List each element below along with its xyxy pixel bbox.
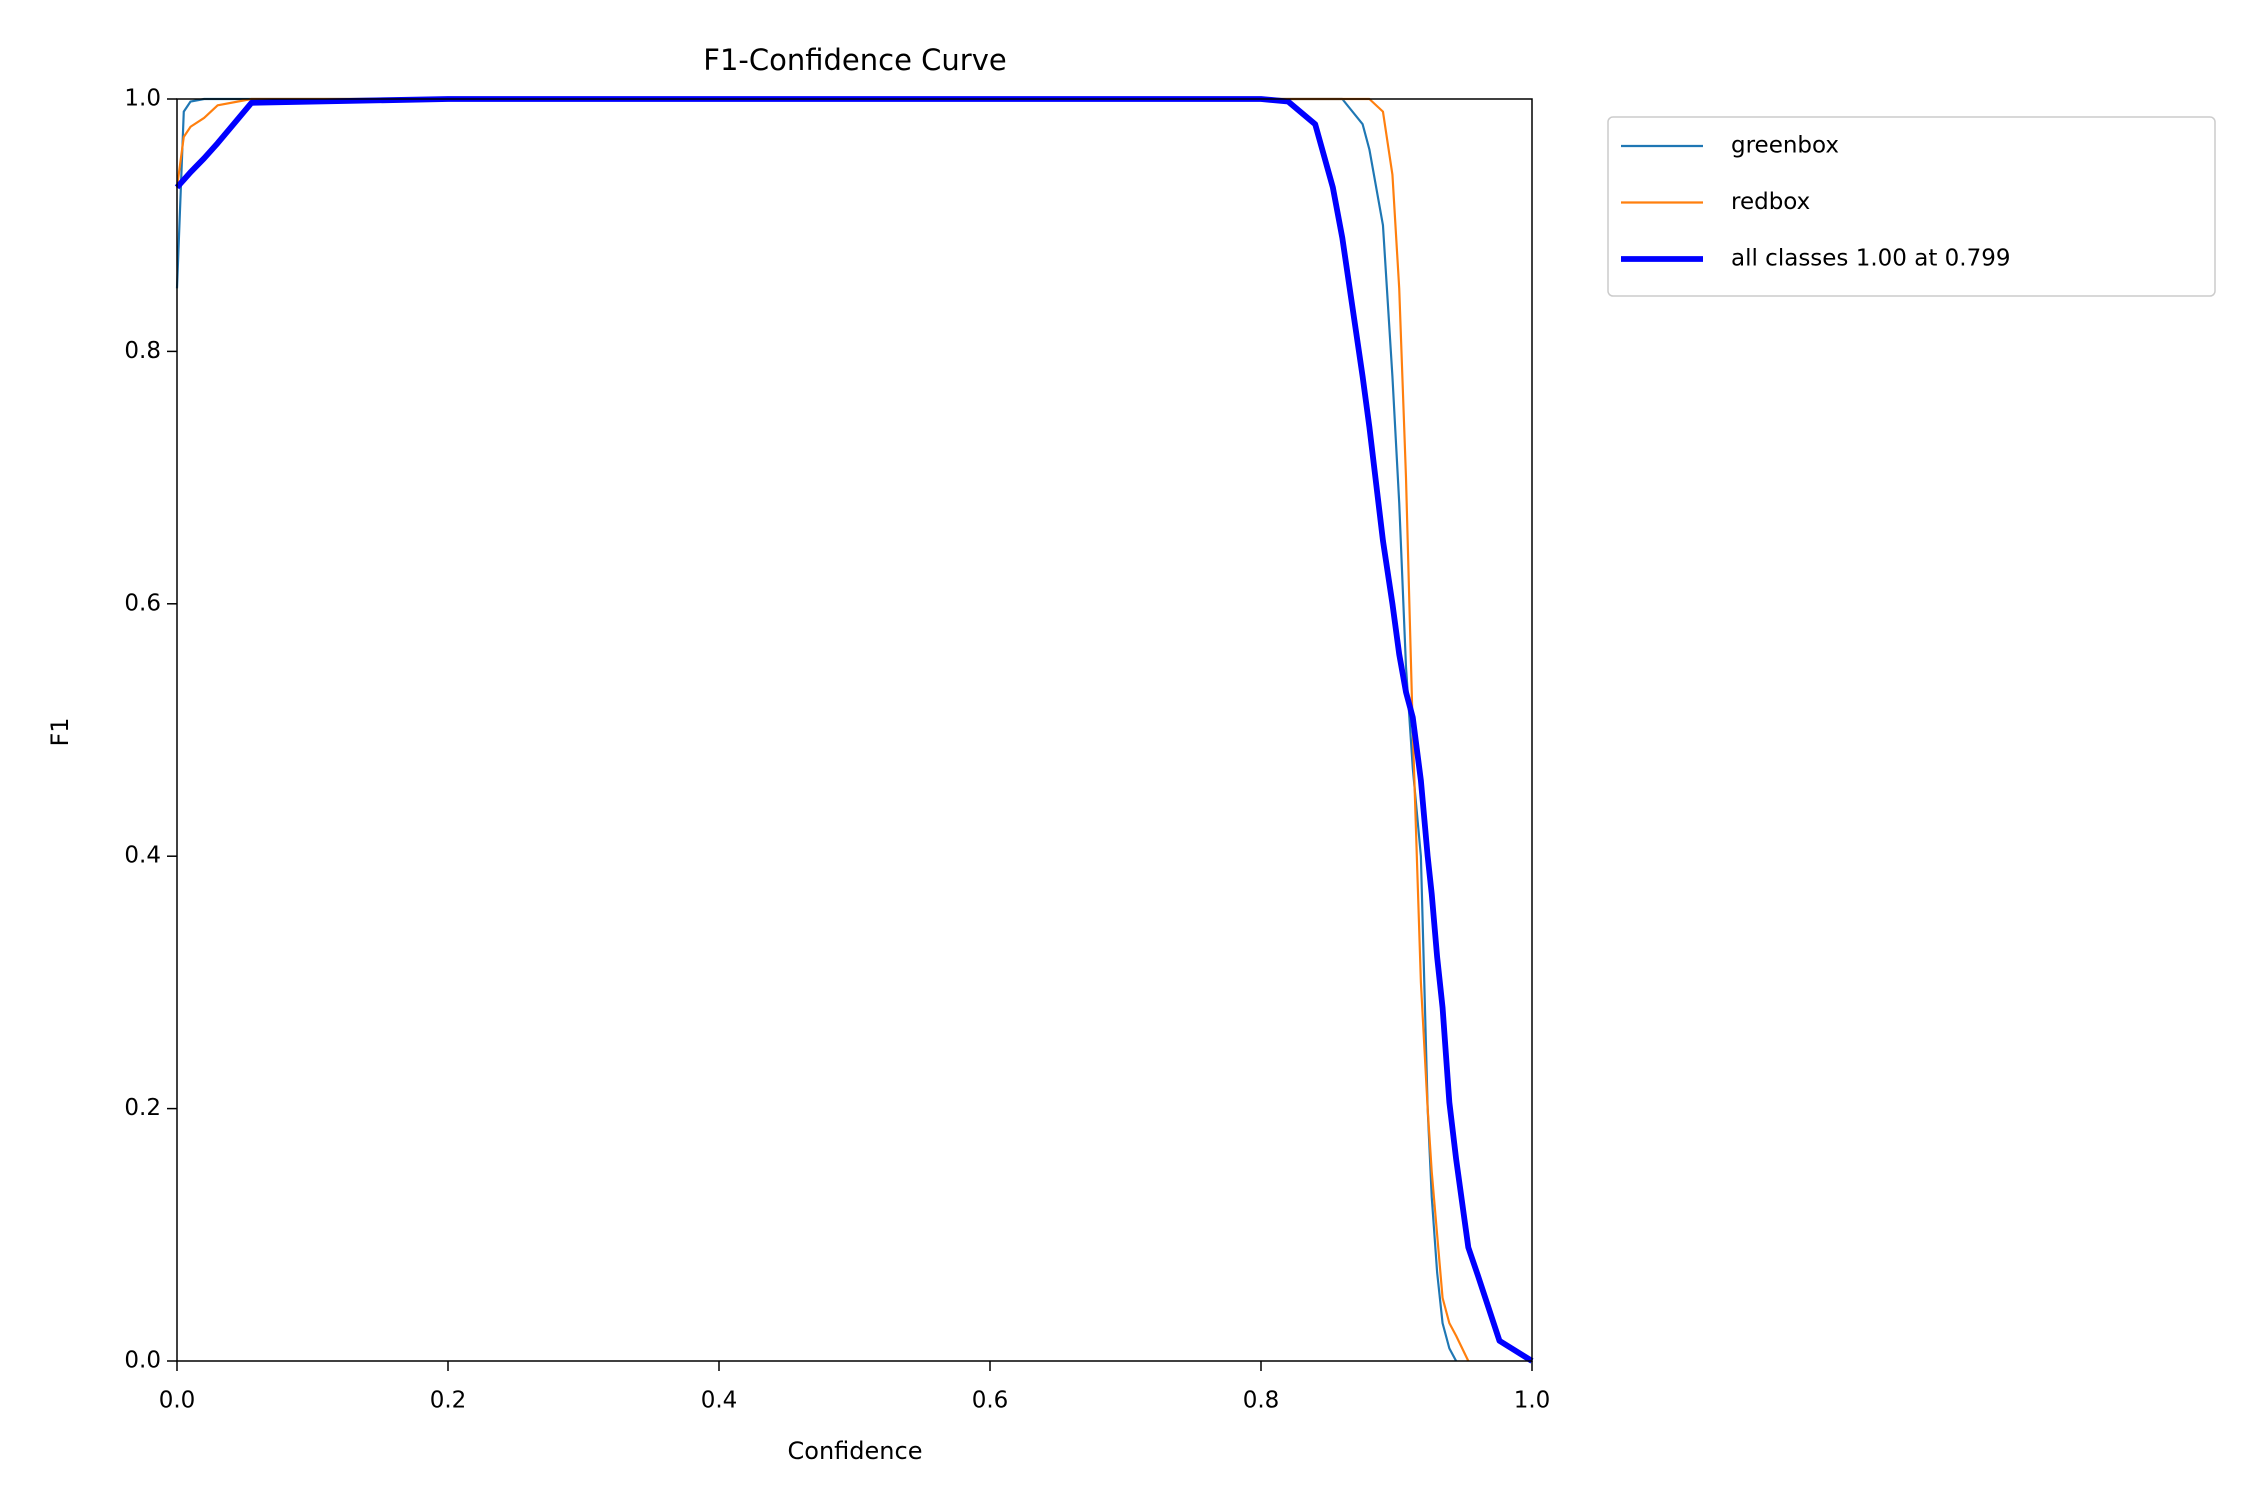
axes-frame (176, 98, 1533, 1362)
x-tick-label: 0.6 (972, 1388, 1009, 1414)
legend-box (1607, 116, 2216, 297)
legend-label: greenbox (1731, 133, 1839, 159)
legend-label: redbox (1731, 189, 1810, 215)
x-tick-label: 0.2 (430, 1388, 467, 1414)
legend: greenbox redbox all classes 1.00 at 0.799 (1607, 116, 2216, 297)
x-tick-label: 0.4 (701, 1388, 738, 1414)
y-tick-label: 0.0 (124, 1348, 161, 1374)
chart-title: F1-Confidence Curve (703, 43, 1006, 77)
x-tick-label: 1.0 (1514, 1388, 1551, 1414)
legend-label: all classes 1.00 at 0.799 (1731, 246, 2011, 272)
y-tick-label: 0.2 (124, 1095, 161, 1121)
y-axis-label: F1 (46, 717, 74, 746)
y-tick-label: 1.0 (124, 86, 161, 112)
x-axis-label: Confidence (788, 1437, 923, 1465)
series-line (174, 96, 1534, 1364)
x-tick-label: 0.8 (1243, 1388, 1280, 1414)
y-tick-label: 0.8 (124, 338, 161, 364)
y-tick-label: 0.6 (124, 590, 161, 616)
y-tick-label: 0.4 (124, 843, 161, 869)
x-tick-label: 0.0 (159, 1388, 196, 1414)
